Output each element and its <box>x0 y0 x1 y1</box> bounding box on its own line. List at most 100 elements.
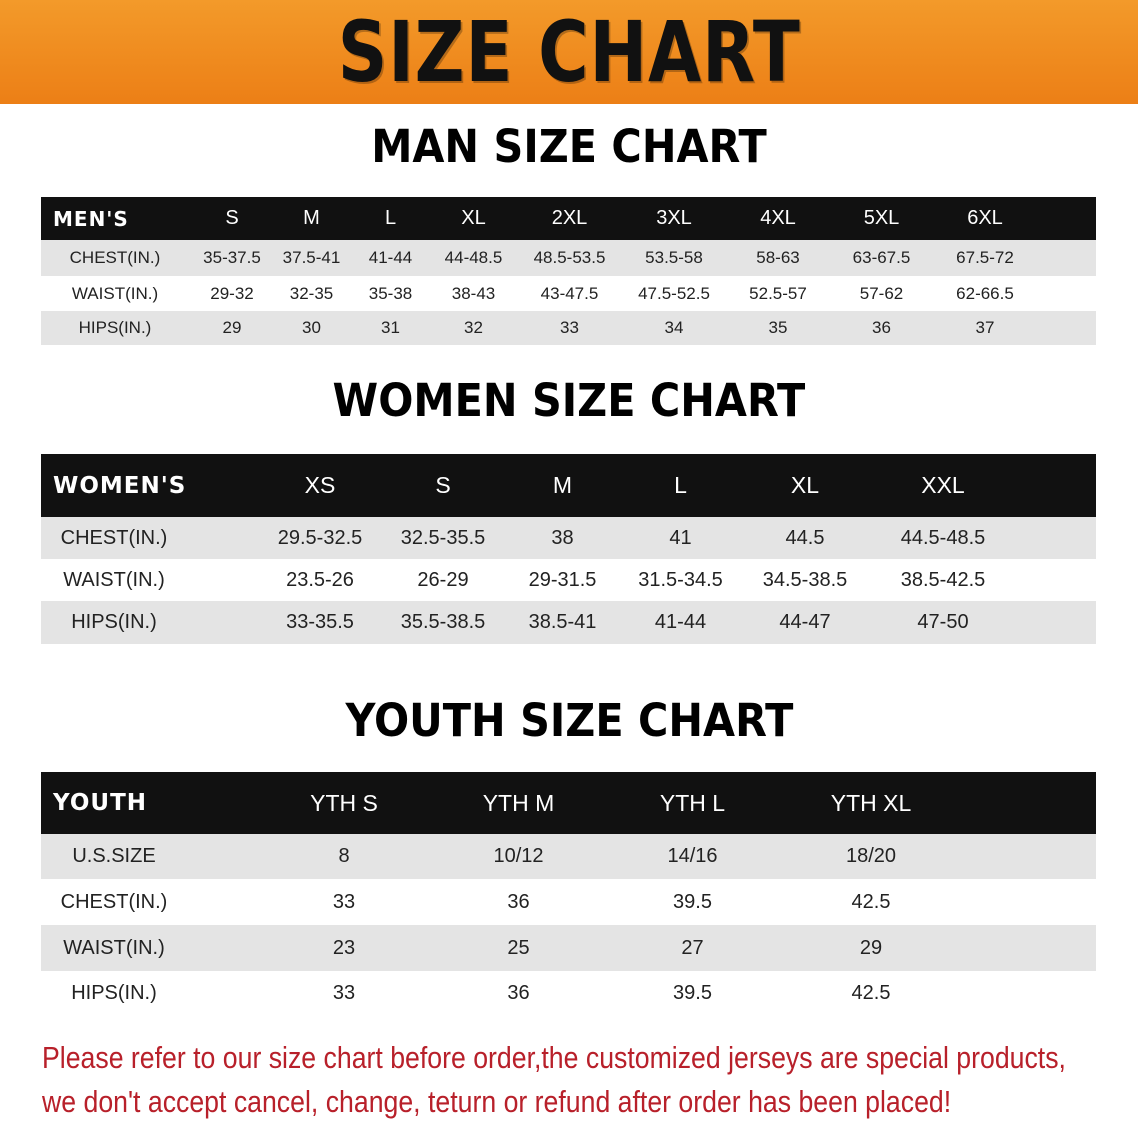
size-header-cell: 6XL <box>933 197 1037 240</box>
table-header-row: MEN'S S M L XL 2XL 3XL 4XL 5XL 6XL <box>41 197 1096 240</box>
size-header-cell: M <box>272 197 351 240</box>
table-title-cell: MEN'S <box>41 197 192 240</box>
table-cell: 37 <box>933 311 1037 345</box>
empty-cell <box>1016 454 1096 517</box>
size-header-cell: 4XL <box>726 197 830 240</box>
empty-cell <box>1037 240 1096 276</box>
empty-cell <box>1037 311 1096 345</box>
table-row: WAIST(IN.) 23 25 27 29 <box>41 925 1096 971</box>
table-row: HIPS(IN.) 33-35.5 35.5-38.5 38.5-41 41-44 44-… <box>41 601 1096 644</box>
row-label-text: WAIST(IN.) <box>71 283 159 303</box>
row-label: HIPS(IN.) <box>41 971 257 1016</box>
row-label: WAIST(IN.) <box>41 925 257 971</box>
row-label-text: WAIST(IN.) <box>63 568 165 591</box>
table-row: WAIST(IN.) 29-32 32-35 35-38 38-43 43-47.5 47.… <box>41 276 1096 311</box>
table-row: HIPS(IN.) 29 30 31 32 33 34 35 36 37 <box>41 311 1096 345</box>
table-cell: 31 <box>351 311 430 345</box>
table-cell: 32-35 <box>272 276 351 311</box>
table-cell: 34 <box>622 311 726 345</box>
table-cell: 52.5-57 <box>726 276 830 311</box>
size-header-cell: 2XL <box>517 197 622 240</box>
table-cell: 32.5-35.5 <box>382 517 504 559</box>
table-cell: 62-66.5 <box>933 276 1037 311</box>
size-header-cell: M <box>504 454 621 517</box>
table-cell: 35-37.5 <box>192 240 272 276</box>
empty-cell <box>1016 559 1096 601</box>
size-header-cell: YTH S <box>257 772 431 834</box>
empty-cell <box>1037 197 1096 240</box>
table-cell: 58-63 <box>726 240 830 276</box>
size-header-cell: XS <box>258 454 382 517</box>
table-cell: 43-47.5 <box>517 276 622 311</box>
table-cell: 36 <box>830 311 933 345</box>
row-label: WAIST(IN.) <box>41 276 192 311</box>
table-cell: 44-48.5 <box>430 240 517 276</box>
empty-cell <box>1016 601 1096 644</box>
table-cell: 32 <box>430 311 517 345</box>
row-label: HIPS(IN.) <box>41 311 192 345</box>
women-size-table: WOMEN'S XS S M L XL XXL CHEST(IN.) 29.5-32.5 32.5… <box>41 454 1096 644</box>
table-cell: 38 <box>504 517 621 559</box>
table-cell: 39.5 <box>606 879 779 925</box>
table-cell: 47.5-52.5 <box>622 276 726 311</box>
row-label: U.S.SIZE <box>41 834 257 879</box>
table-cell: 44-47 <box>740 601 870 644</box>
empty-cell <box>963 772 1096 834</box>
row-label-text: U.S.SIZE <box>72 845 156 867</box>
table-cell: 44.5 <box>740 517 870 559</box>
table-row: U.S.SIZE 8 10/12 14/16 18/20 <box>41 834 1096 879</box>
size-header-cell: YTH XL <box>779 772 963 834</box>
size-header-cell: S <box>192 197 272 240</box>
table-title-cell: WOMEN'S <box>41 454 258 517</box>
empty-cell <box>963 971 1096 1016</box>
table-cell: 41-44 <box>351 240 430 276</box>
table-cell: 31.5-34.5 <box>621 559 740 601</box>
table-cell: 33-35.5 <box>258 601 382 644</box>
table-cell: 42.5 <box>779 971 963 1016</box>
table-cell: 63-67.5 <box>830 240 933 276</box>
empty-cell <box>1016 517 1096 559</box>
youth-section-title: YOUTH SIZE CHART <box>345 694 793 747</box>
table-cell: 26-29 <box>382 559 504 601</box>
table-cell: 33 <box>257 971 431 1016</box>
table-cell: 39.5 <box>606 971 779 1016</box>
table-cell: 14/16 <box>606 834 779 879</box>
empty-cell <box>963 834 1096 879</box>
men-size-table: MEN'S S M L XL 2XL 3XL 4XL 5XL 6XL CHEST(IN.) 35-37… <box>41 197 1096 345</box>
table-row: CHEST(IN.) 33 36 39.5 42.5 <box>41 879 1096 925</box>
table-cell: 36 <box>431 971 606 1016</box>
table-row: CHEST(IN.) 29.5-32.5 32.5-35.5 38 41 44.5 44.5… <box>41 517 1096 559</box>
order-notice: Please refer to our size chart before or… <box>42 1036 1066 1124</box>
table-cell: 35 <box>726 311 830 345</box>
table-cell: 37.5-41 <box>272 240 351 276</box>
table-cell: 42.5 <box>779 879 963 925</box>
table-cell: 10/12 <box>431 834 606 879</box>
row-label-text: HIPS(IN.) <box>71 982 157 1004</box>
table-cell: 38.5-41 <box>504 601 621 644</box>
banner: SIZE CHART <box>0 0 1138 104</box>
table-cell: 30 <box>272 311 351 345</box>
table-cell: 41-44 <box>621 601 740 644</box>
table-cell: 36 <box>431 879 606 925</box>
empty-cell <box>963 879 1096 925</box>
row-label-text: HIPS(IN.) <box>78 318 152 337</box>
table-row: HIPS(IN.) 33 36 39.5 42.5 <box>41 971 1096 1016</box>
size-header-cell: 3XL <box>622 197 726 240</box>
size-header-cell: YTH M <box>431 772 606 834</box>
table-header-row: YOUTH YTH S YTH M YTH L YTH XL <box>41 772 1096 834</box>
row-label: CHEST(IN.) <box>41 240 192 276</box>
table-cell: 33 <box>517 311 622 345</box>
table-cell: 57-62 <box>830 276 933 311</box>
table-cell: 29.5-32.5 <box>258 517 382 559</box>
table-cell: 48.5-53.5 <box>517 240 622 276</box>
table-cell: 29 <box>192 311 272 345</box>
table-row: CHEST(IN.) 35-37.5 37.5-41 41-44 44-48.5 48.5… <box>41 240 1096 276</box>
youth-size-table: YOUTH YTH S YTH M YTH L YTH XL U.S.SIZE 8 10/12… <box>41 772 1096 1016</box>
notice-line-2: we don't accept cancel, change, teturn o… <box>42 1084 952 1119</box>
table-cell: 47-50 <box>870 601 1016 644</box>
table-header-row: WOMEN'S XS S M L XL XXL <box>41 454 1096 517</box>
row-label: CHEST(IN.) <box>41 517 258 559</box>
size-header-cell: L <box>351 197 430 240</box>
size-header-cell: L <box>621 454 740 517</box>
table-cell: 44.5-48.5 <box>870 517 1016 559</box>
